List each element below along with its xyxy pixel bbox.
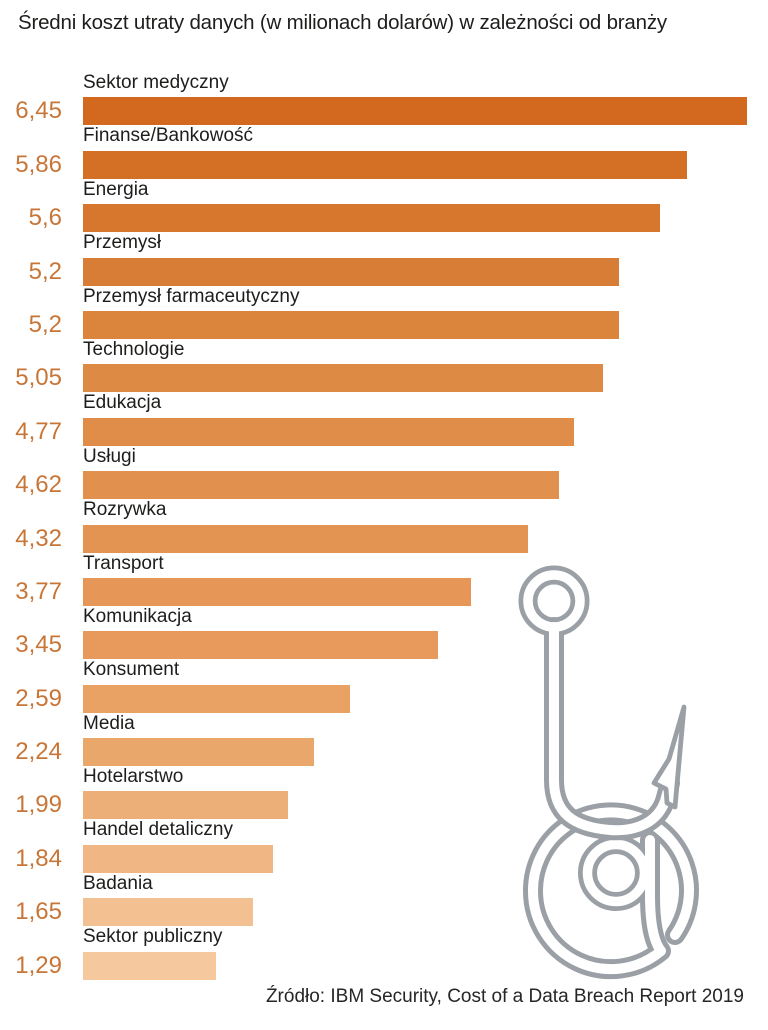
category-label: Przemysł — [83, 232, 162, 254]
bar — [83, 97, 747, 126]
category-label: Rozrywka — [83, 499, 167, 521]
chart-row: Przemysł farmaceutyczny 5,2 — [0, 286, 768, 339]
category-label: Energia — [83, 178, 149, 200]
bar — [83, 577, 471, 606]
bar — [83, 417, 574, 446]
bar-line: 1,84 — [0, 844, 768, 873]
value-label: 4,62 — [15, 471, 62, 499]
chart-row: Komunikacja 3,45 — [0, 605, 768, 660]
bar-line: 4,77 — [0, 417, 768, 446]
hook-barb — [651, 704, 687, 810]
value-label: 4,77 — [15, 417, 62, 445]
bar-line: 6,45 — [0, 97, 768, 126]
chart-row: Transport 3,77 — [0, 553, 768, 606]
category-label: Technologie — [83, 338, 185, 360]
bar — [83, 631, 438, 660]
chart-row: Rozrywka 4,32 — [0, 499, 768, 553]
chart-row: Hotelarstwo 1,99 — [0, 766, 768, 820]
bar — [83, 471, 559, 500]
bar — [83, 257, 619, 286]
category-label: Przemysł farmaceutyczny — [83, 285, 300, 307]
bar-line: 5,05 — [0, 364, 768, 393]
at-symbol-outline — [522, 802, 699, 980]
value-label: 5,6 — [28, 204, 62, 232]
value-label: 5,05 — [15, 364, 62, 392]
bar-line: 5,2 — [0, 257, 768, 286]
bar — [83, 791, 288, 820]
bar-line: 1,65 — [0, 898, 768, 927]
value-label: 3,77 — [15, 577, 62, 605]
value-label: 5,2 — [28, 257, 62, 285]
chart-row: Energia 5,6 — [0, 178, 768, 233]
value-label: 5,2 — [28, 310, 62, 338]
bar — [83, 364, 603, 393]
category-label: Transport — [83, 552, 164, 574]
bar-line: 5,2 — [0, 310, 768, 339]
category-label: Badania — [83, 872, 153, 894]
value-label: 4,32 — [15, 524, 62, 552]
category-label: Edukacja — [83, 392, 162, 414]
chart-row: Konsument 2,59 — [0, 659, 768, 713]
chart-row: Przemysł 5,2 — [0, 232, 768, 286]
bar-line: 3,77 — [0, 577, 768, 606]
category-label: Finanse/Bankowość — [83, 125, 254, 147]
bar — [83, 310, 619, 339]
category-label: Media — [83, 712, 135, 734]
phishing-hook-at-icon — [518, 565, 699, 980]
bar — [83, 684, 350, 713]
bar — [83, 738, 314, 767]
bar — [83, 844, 273, 873]
bar-line: 4,32 — [0, 524, 768, 553]
chart-row: Media 2,24 — [0, 712, 768, 767]
category-label: Konsument — [83, 659, 180, 681]
chart-row: Sektor publiczny 1,29 — [0, 926, 768, 980]
bar-chart: Sektor medyczny 6,45 Finanse/Bankowość 5,86… — [0, 72, 768, 980]
value-label: 1,99 — [15, 791, 62, 819]
bar-line: 2,59 — [0, 684, 768, 713]
value-label: 3,45 — [15, 631, 62, 659]
category-label: Sektor medyczny — [83, 72, 229, 93]
category-label: Sektor publiczny — [83, 926, 223, 948]
bar-line: 5,86 — [0, 150, 768, 179]
bar — [83, 204, 660, 233]
chart-row: Badania 1,65 — [0, 872, 768, 927]
bar-line: 1,29 — [0, 951, 768, 980]
category-label: Handel detaliczny — [83, 819, 233, 841]
value-label: 6,45 — [15, 97, 62, 125]
value-label: 5,86 — [15, 150, 62, 178]
bar-line: 2,24 — [0, 738, 768, 767]
hook-outline — [518, 565, 687, 841]
chart-row: Usługi 4,62 — [0, 445, 768, 500]
bar-line: 1,99 — [0, 791, 768, 820]
value-label: 1,84 — [15, 844, 62, 872]
bar — [83, 150, 687, 179]
value-label: 2,59 — [15, 684, 62, 712]
bar — [83, 951, 216, 980]
chart-row: Edukacja 4,77 — [0, 392, 768, 446]
source-caption: Źródło: IBM Security, Cost of a Data Bre… — [265, 986, 744, 1007]
value-label: 1,65 — [15, 898, 62, 926]
value-label: 1,29 — [15, 951, 62, 979]
bar — [83, 898, 253, 927]
chart-title: Średni koszt utraty danych (w milionach … — [18, 11, 667, 34]
category-label: Hotelarstwo — [83, 766, 184, 788]
value-label: 2,24 — [15, 738, 62, 766]
category-label: Usługi — [83, 445, 136, 467]
chart-row: Finanse/Bankowość 5,86 — [0, 125, 768, 179]
bar-line: 3,45 — [0, 631, 768, 660]
bar-line: 4,62 — [0, 471, 768, 500]
chart-row: Handel detaliczny 1,84 — [0, 819, 768, 873]
chart-row: Sektor medyczny 6,45 — [0, 72, 768, 126]
bar — [83, 524, 528, 553]
chart-row: Technologie 5,05 — [0, 338, 768, 393]
bar-line: 5,6 — [0, 204, 768, 233]
category-label: Komunikacja — [83, 605, 192, 627]
